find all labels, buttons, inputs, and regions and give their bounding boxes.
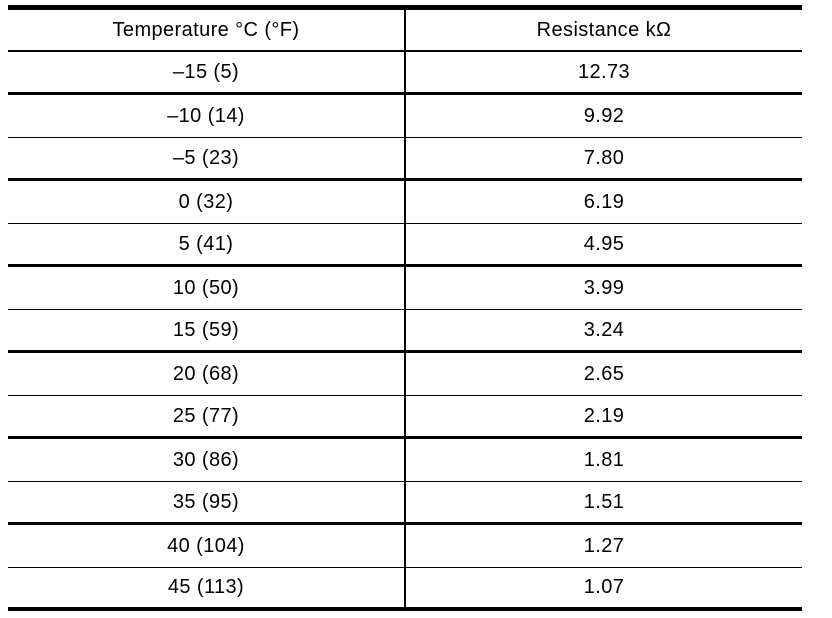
- table-row: 10 (50) 3.99: [8, 267, 802, 310]
- column-header-resistance: Resistance kΩ: [536, 18, 672, 41]
- temperature-cell: 15 (59): [8, 310, 406, 350]
- table-row: 20 (68) 2.65: [8, 353, 802, 396]
- resistance-cell: 4.95: [583, 232, 625, 255]
- table-row: –10 (14) 9.92: [8, 95, 802, 138]
- temperature-cell: –15 (5): [8, 52, 406, 92]
- resistance-cell: 2.19: [583, 404, 625, 427]
- temperature-cell: 0 (32): [8, 181, 406, 223]
- temperature-cell: 5 (41): [8, 224, 406, 264]
- resistance-cell: 9.92: [583, 104, 625, 127]
- resistance-cell: 1.81: [583, 448, 625, 471]
- table-row: 25 (77) 2.19: [8, 396, 802, 439]
- resistance-cell: 1.07: [583, 576, 625, 598]
- temperature-cell: 40 (104): [8, 525, 406, 567]
- temperature-cell: –5 (23): [8, 138, 406, 178]
- temperature-cell: –10 (14): [8, 95, 406, 137]
- resistance-cell: 7.80: [583, 146, 625, 169]
- table-row: 30 (86) 1.81: [8, 439, 802, 482]
- table-row: –5 (23) 7.80: [8, 138, 802, 181]
- resistance-cell: 3.24: [583, 318, 625, 341]
- table-header-row: Temperature °C (°F) Resistance kΩ: [8, 10, 802, 52]
- resistance-cell: 1.27: [583, 534, 625, 557]
- temperature-cell: 20 (68): [8, 353, 406, 395]
- table-row: 40 (104) 1.27: [8, 525, 802, 568]
- table-row: 45 (113) 1.07: [8, 568, 802, 607]
- table-row: –15 (5) 12.73: [8, 52, 802, 95]
- temperature-cell: 35 (95): [8, 482, 406, 522]
- table-row: 0 (32) 6.19: [8, 181, 802, 224]
- table-row: 5 (41) 4.95: [8, 224, 802, 267]
- resistance-cell: 1.51: [583, 490, 625, 513]
- resistance-cell: 12.73: [577, 60, 631, 83]
- column-header-temperature: Temperature °C (°F): [8, 10, 406, 50]
- temperature-cell: 45 (113): [8, 568, 406, 607]
- temperature-cell: 10 (50): [8, 267, 406, 309]
- temperature-cell: 30 (86): [8, 439, 406, 481]
- temperature-cell: 25 (77): [8, 396, 406, 436]
- table-row: 15 (59) 3.24: [8, 310, 802, 353]
- resistance-cell: 6.19: [583, 190, 625, 213]
- resistance-cell: 2.65: [583, 362, 625, 385]
- temperature-resistance-table: Temperature °C (°F) Resistance kΩ –15 (5…: [8, 5, 802, 611]
- resistance-cell: 3.99: [583, 276, 625, 299]
- table-row: 35 (95) 1.51: [8, 482, 802, 525]
